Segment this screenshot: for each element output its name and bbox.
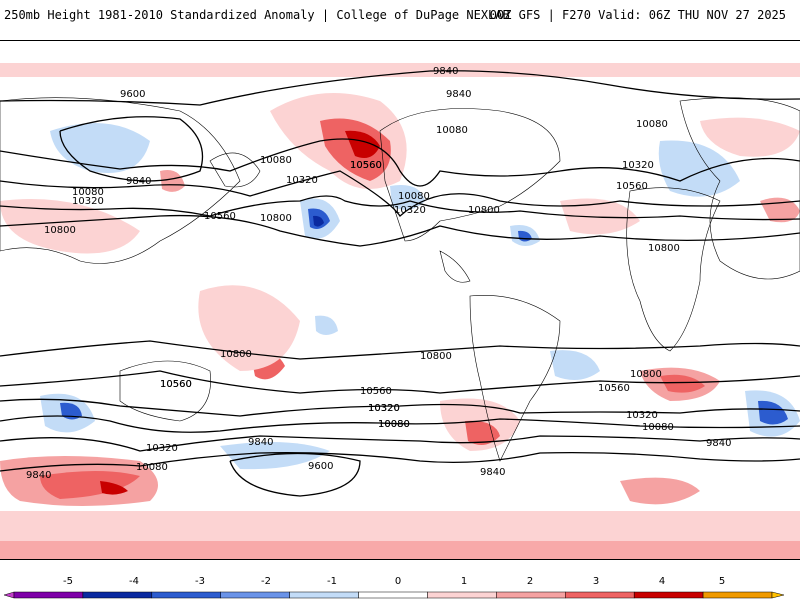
positive-anomaly-shading xyxy=(0,63,800,559)
colorbar-tick: 3 xyxy=(593,576,599,587)
contour-label: 9840 xyxy=(248,437,273,448)
contour-label: 10560 xyxy=(616,181,648,192)
colorbar-tick: -4 xyxy=(129,576,139,587)
contour-label: 10800 xyxy=(648,243,680,254)
colorbar-segment xyxy=(633,591,704,599)
contour-label: 10320 xyxy=(286,175,318,186)
contour-label: 10800 xyxy=(44,225,76,236)
colorbar-segment xyxy=(151,591,221,599)
contour-label: 10560 xyxy=(204,211,236,222)
contour-label: 10560 xyxy=(160,379,192,390)
contour-label: 10320 xyxy=(622,160,654,171)
colorbar-segment xyxy=(358,591,428,599)
contour-label: 9840 xyxy=(446,89,471,100)
height-contours xyxy=(0,70,800,497)
colorbar-tick-labels: -5 -4 -3 -2 -1 0 1 2 3 4 5 xyxy=(63,576,725,587)
contour-label: 10800 xyxy=(260,213,292,224)
colorbar-segment xyxy=(220,591,290,599)
anomaly-map: 9840 9600 10080 9840 10080 10320 10560 1… xyxy=(0,40,800,560)
contour-label: 10080 xyxy=(72,187,104,198)
colorbar-tick: -1 xyxy=(327,576,337,587)
colorbar-segment xyxy=(427,591,497,599)
contour-label: 10560 xyxy=(160,379,192,390)
colorbar-segment xyxy=(82,591,153,599)
contour-label: 10560 xyxy=(360,386,392,397)
contour-label: 10800 xyxy=(468,205,500,216)
contour-label: 10080 xyxy=(398,191,430,202)
contour-label: 10320 xyxy=(368,403,400,414)
contour-label: 10080 xyxy=(636,119,668,130)
contour-label: 10080 xyxy=(136,462,168,473)
contour-label: 9840 xyxy=(480,467,505,478)
contour-label: 10320 xyxy=(146,443,178,454)
contour-label: 10560 xyxy=(350,160,382,171)
model-run-info: 00Z GFS | F270 Valid: 06Z THU NOV 27 202… xyxy=(489,8,786,22)
colorbar-arrow-low xyxy=(3,591,15,599)
contour-label: 10080 xyxy=(378,419,410,430)
contour-label: 10320 xyxy=(394,205,426,216)
colorbar-tick: 2 xyxy=(527,576,533,587)
colorbar-segment xyxy=(289,591,359,599)
colorbar-tick: 5 xyxy=(719,576,725,587)
contour-label: 9600 xyxy=(120,89,145,100)
colorbar-segment xyxy=(496,591,566,599)
contour-label: 9840 xyxy=(433,66,458,77)
map-title: 250mb Height 1981-2010 Standardized Anom… xyxy=(4,8,510,22)
contour-label: 10080 xyxy=(378,419,410,430)
contour-label: 10560 xyxy=(598,383,630,394)
colorbar-tick: 0 xyxy=(395,576,401,587)
contour-label: 9840 xyxy=(706,438,731,449)
contour-label: 10320 xyxy=(368,403,400,414)
colorbar-tick: -5 xyxy=(63,576,73,587)
contour-label: 10320 xyxy=(626,410,658,421)
header: 250mb Height 1981-2010 Standardized Anom… xyxy=(0,0,800,30)
contour-labels: 9840 9600 10080 9840 10080 10320 10560 1… xyxy=(26,66,731,481)
colorbar-segment xyxy=(565,591,635,599)
contour-label: 10560 xyxy=(350,160,382,171)
colorbar: -5 -4 -3 -2 -1 0 1 2 3 4 5 xyxy=(0,568,800,600)
contour-label: 9840 xyxy=(26,470,51,481)
contour-label: 9600 xyxy=(308,461,333,472)
contour-label: 9840 xyxy=(126,176,151,187)
contour-label: 10080 xyxy=(436,125,468,136)
colorbar-tick: 4 xyxy=(659,576,665,587)
negative-anomaly-shading xyxy=(40,123,800,470)
colorbar-segment xyxy=(702,591,773,599)
contour-label: 10800 xyxy=(420,351,452,362)
colorbar-segment xyxy=(13,591,84,599)
contour-label: 10800 xyxy=(220,349,252,360)
colorbar-tick: -3 xyxy=(195,576,205,587)
contour-label: 10080 xyxy=(642,422,674,433)
colorbar-segments xyxy=(3,591,785,599)
colorbar-tick: 1 xyxy=(461,576,467,587)
colorbar-arrow-high xyxy=(771,591,785,599)
contour-label: 10320 xyxy=(72,196,104,207)
contour-label: 10800 xyxy=(630,369,662,380)
colorbar-tick: -2 xyxy=(261,576,271,587)
contour-label: 10080 xyxy=(260,155,292,166)
